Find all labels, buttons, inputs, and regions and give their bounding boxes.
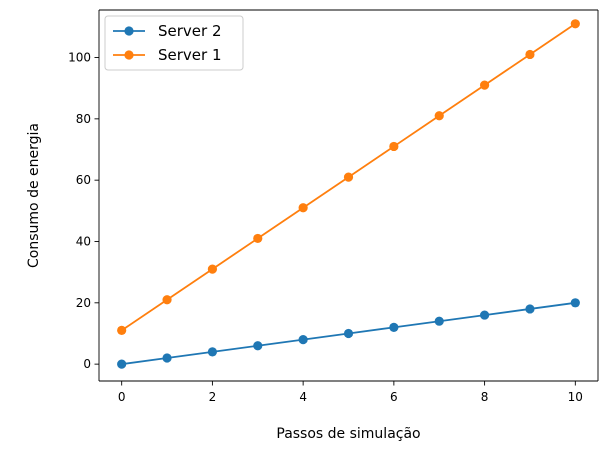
y-axis-label: Consumo de energia [26, 123, 42, 268]
data-point-server-2-6 [389, 322, 399, 332]
legend-item-server-2: Server 2 [113, 22, 222, 40]
x-axis-label: Passos de simulação [276, 426, 420, 442]
data-point-server-1-9 [525, 49, 535, 60]
axes [98, 9, 599, 382]
data-point-server-2-9 [525, 304, 535, 314]
data-point-server-2-1 [162, 353, 172, 363]
data-point-server-2-2 [207, 347, 218, 357]
data-point-server-1-8 [479, 80, 490, 90]
y-tick-label: 40 [76, 234, 91, 248]
x-tick-label: 2 [209, 390, 217, 404]
legend-box [104, 15, 244, 71]
data-point-server-1-4 [298, 203, 308, 213]
y-tick-label: 60 [76, 173, 91, 187]
data-point-server-2-0 [117, 359, 127, 369]
y-tick-label: 80 [76, 112, 91, 126]
data-point-server-1-0 [117, 325, 127, 336]
legend-label-server-1: Server 1 [158, 46, 222, 64]
data-point-server-2-3 [253, 341, 263, 351]
data-point-server-1-5 [343, 172, 354, 182]
legend-marker-server-2 [124, 26, 134, 36]
data-point-server-2-7 [434, 316, 444, 326]
series-server-2 [117, 298, 580, 369]
data-point-server-2-5 [343, 328, 354, 339]
data-point-server-2-4 [298, 335, 308, 345]
legend: Server 2 Server 1 [104, 15, 244, 71]
plot-background [99, 10, 598, 381]
data-point-server-2-8 [479, 310, 490, 320]
data-point-server-1-10 [570, 19, 580, 29]
x-tick-label: 0 [118, 390, 126, 404]
legend-label-server-2: Server 2 [158, 22, 222, 40]
legend-item-server-1: Server 1 [113, 46, 222, 64]
x-tick-label: 10 [568, 390, 583, 404]
x-tick-label: 8 [481, 390, 489, 404]
series-layer [117, 19, 580, 369]
plot-area [99, 10, 598, 381]
x-tick-label: 4 [299, 390, 307, 404]
y-tick-label: 20 [76, 296, 91, 310]
series-server-1 [117, 19, 580, 336]
y-tick-label: 0 [83, 357, 91, 371]
data-point-server-1-6 [389, 141, 399, 152]
data-point-server-2-10 [570, 298, 580, 308]
data-point-server-1-7 [434, 111, 444, 121]
data-point-server-1-1 [162, 295, 172, 305]
legend-marker-server-1 [124, 50, 134, 60]
y-tick-label: 100 [68, 51, 91, 65]
data-point-server-1-2 [207, 264, 218, 274]
data-point-server-1-3 [253, 233, 263, 244]
x-tick-label: 6 [390, 390, 398, 404]
